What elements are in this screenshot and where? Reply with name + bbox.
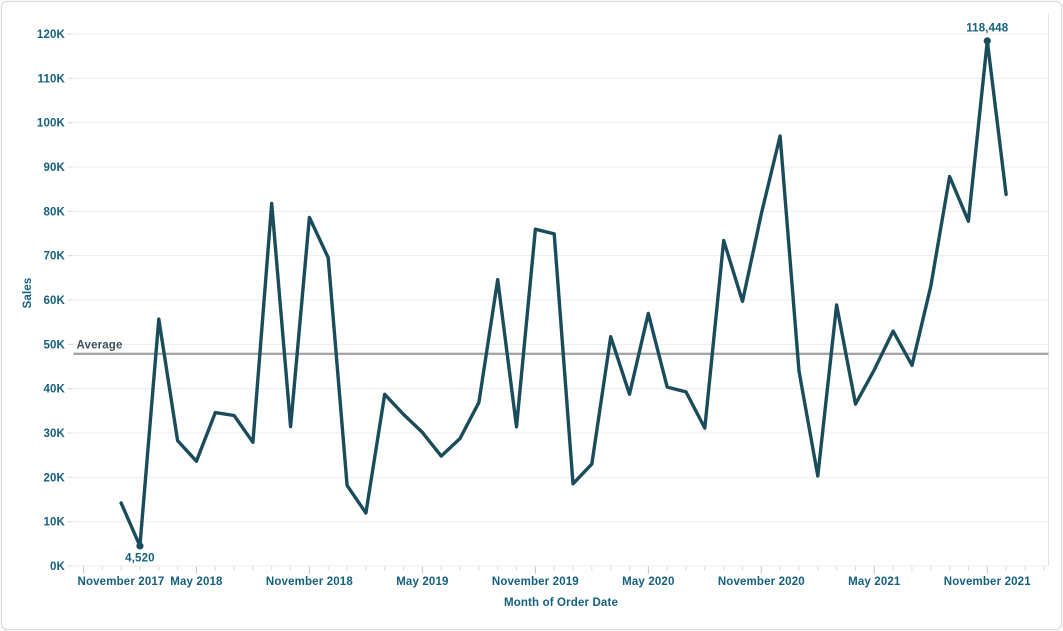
y-tick-label: 70K [43, 251, 65, 263]
y-tick-label: 120K [37, 29, 66, 41]
y-tick-label: 20K [43, 472, 65, 484]
min-value-marker[interactable] [136, 542, 144, 550]
y-tick-label: 30K [43, 428, 65, 440]
annotation-label: 4,520 [125, 552, 155, 564]
y-tick-label: 60K [43, 295, 65, 307]
x-tick-label: November 2018 [266, 576, 353, 588]
annotation-label: 118,448 [966, 22, 1008, 34]
average-label: Average [77, 339, 123, 351]
x-tick-label: May 2021 [848, 576, 901, 588]
x-tick-label: May 2019 [396, 576, 448, 588]
x-tick-label: November 2021 [944, 576, 1031, 588]
sales-line[interactable] [119, 39, 1008, 548]
y-tick-label: 50K [43, 339, 65, 351]
y-tick-label: 0K [50, 561, 66, 573]
y-tick-label: 90K [43, 162, 65, 174]
x-axis-title: Month of Order Date [504, 597, 618, 609]
y-tick-label: 10K [43, 517, 65, 529]
y-tick-label: 100K [37, 118, 66, 130]
y-tick-label: 80K [43, 206, 65, 218]
y-axis-title: Sales [22, 278, 34, 309]
x-tick-label: November 2019 [492, 576, 579, 588]
x-tick-label: November 2017 [78, 576, 165, 588]
max-value-marker[interactable] [983, 37, 991, 45]
y-tick-label: 40K [43, 384, 65, 396]
x-tick-label: November 2020 [718, 576, 805, 588]
y-tick-label: 110K [38, 73, 66, 85]
x-tick-label: May 2020 [622, 576, 674, 588]
x-tick-label: May 2018 [170, 576, 223, 588]
